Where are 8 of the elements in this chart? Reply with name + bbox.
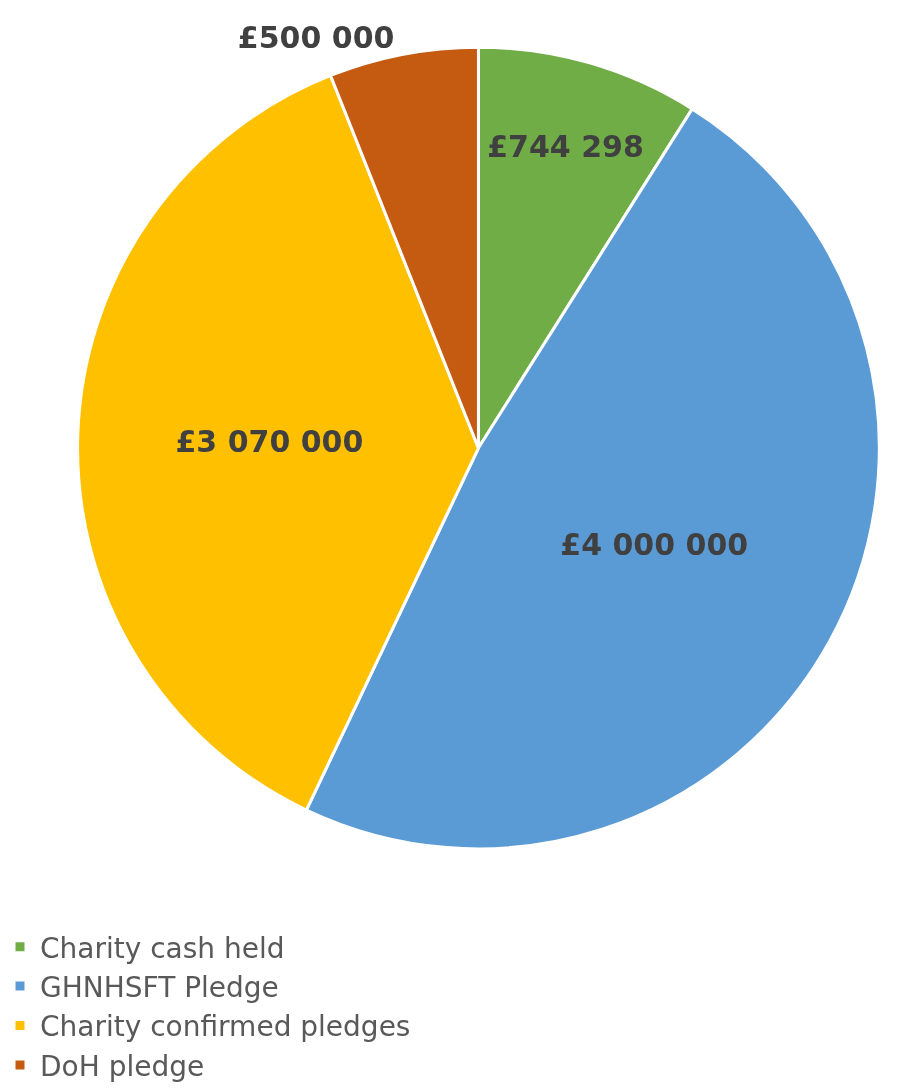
data-label: £3 070 000 (175, 423, 364, 459)
legend-label: Charity cash held (40, 931, 285, 965)
data-label: £744 298 (487, 129, 644, 165)
legend-label: Charity confirmed pledges (40, 1010, 411, 1044)
legend-label: DoH pledge (40, 1049, 205, 1083)
data-label: £500 000 (237, 19, 395, 55)
legend-label: GHNHSFT Pledge (40, 971, 279, 1005)
data-label: £4 000 000 (560, 527, 749, 563)
